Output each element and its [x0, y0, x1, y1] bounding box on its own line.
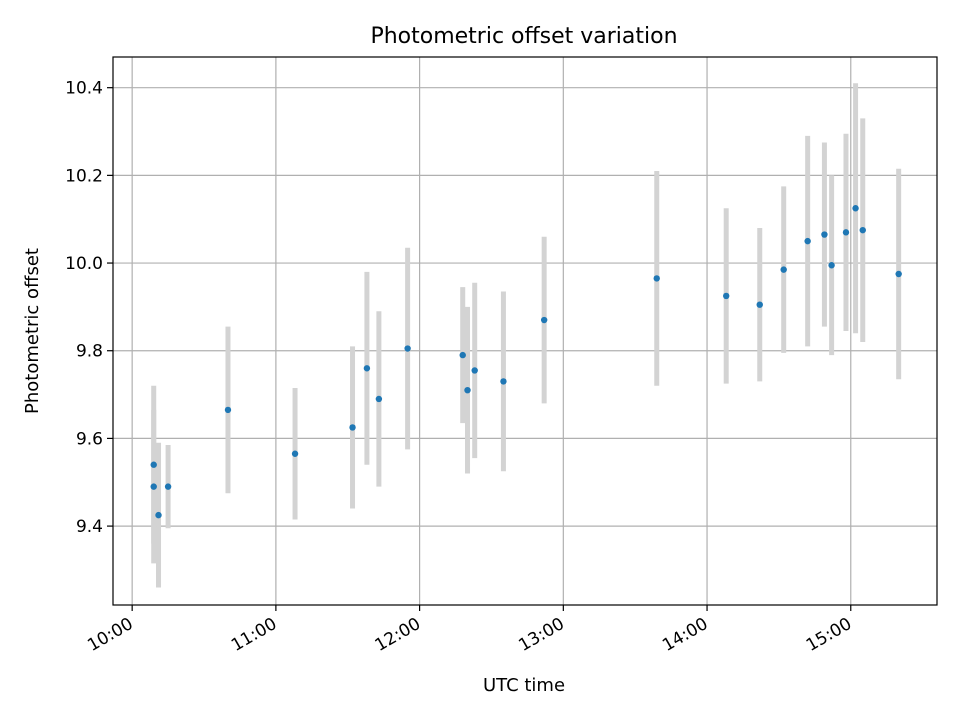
data-point: [155, 511, 162, 519]
data-point: [164, 483, 172, 490]
data-point: [471, 367, 478, 374]
data-point: [224, 406, 232, 414]
data-point: [500, 378, 507, 385]
data-point: [375, 395, 383, 403]
y-tick-label: 9.8: [76, 342, 103, 362]
data-point: [842, 229, 850, 236]
data-point: [291, 450, 299, 457]
data-point: [859, 226, 866, 234]
data-point: [459, 351, 466, 359]
data-point: [150, 461, 157, 468]
y-tick-label: 10.2: [65, 166, 103, 186]
data-points: [150, 205, 902, 519]
chart-title: Photometric offset variation: [370, 24, 677, 49]
data-point: [895, 270, 902, 278]
y-axis-ticks: 9.4 9.6 9.8 10.0 10.2 10.4: [65, 79, 113, 537]
data-point: [653, 275, 660, 282]
data-point: [852, 205, 859, 212]
y-tick-label: 9.6: [76, 429, 103, 449]
data-point: [150, 483, 157, 490]
y-axis-label: Photometric offset: [22, 248, 43, 414]
y-tick-label: 10.4: [65, 79, 103, 99]
data-point: [349, 424, 356, 431]
x-axis-label: UTC time: [483, 675, 565, 696]
y-tick-label: 10.0: [65, 254, 103, 274]
data-point: [804, 237, 811, 245]
grid: [113, 57, 937, 605]
data-point: [363, 365, 371, 372]
y-tick-label: 9.4: [76, 517, 103, 537]
data-point: [780, 266, 787, 273]
data-point: [540, 316, 548, 324]
plot-frame: [112, 56, 938, 606]
data-point: [723, 292, 730, 300]
data-point: [404, 345, 411, 352]
data-point: [464, 386, 471, 394]
data-point: [828, 262, 835, 269]
data-point: [756, 301, 763, 308]
data-point: [821, 231, 828, 238]
